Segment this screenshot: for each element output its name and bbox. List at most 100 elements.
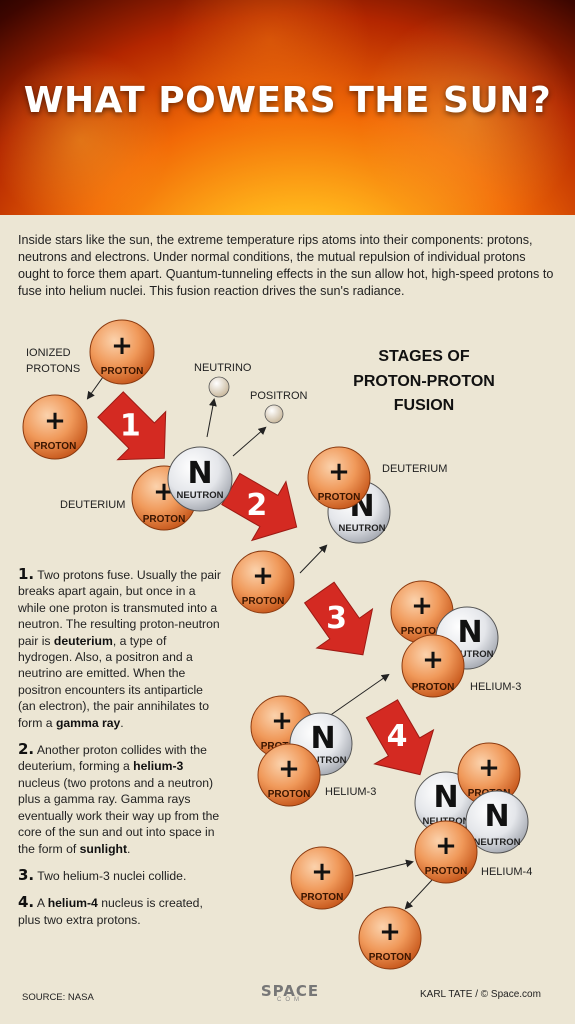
proton: + PROTON	[22, 394, 88, 460]
step-1-text: 1. Two protons fuse. Usually the pair br…	[18, 566, 223, 731]
proton-plus-sign: +	[278, 754, 300, 784]
logo-word: SPACE	[260, 982, 320, 1000]
proton-label: PROTON	[143, 514, 186, 525]
proton: + PROTON	[89, 319, 155, 385]
proton: + PROTON	[401, 634, 465, 698]
proton-label: PROTON	[425, 866, 468, 877]
neutron-label: NEUTRON	[447, 649, 494, 660]
label-ionized-protons-1: IONIZED	[26, 347, 71, 359]
proton-plus-sign: +	[252, 561, 274, 591]
label-positron: POSITRON	[250, 390, 308, 402]
neutron-label: NEUTRON	[339, 523, 386, 534]
proton-label: PROTON	[301, 892, 344, 903]
proton: + PROTON	[290, 846, 354, 910]
neutron-n-sign: N	[187, 456, 212, 491]
proton: + PROTON	[414, 820, 478, 884]
neutron: N NEUTRON	[465, 790, 529, 854]
arrow-extra-proton-2	[404, 879, 433, 910]
step-1-text-a: Two protons fuse. Usually the pair break…	[18, 568, 221, 648]
label-deuterium-left: DEUTERIUM	[60, 499, 125, 511]
proton-label: PROTON	[318, 492, 361, 503]
proton-plus-sign: +	[111, 331, 133, 361]
author-credit: KARL TATE / © Space.com	[420, 989, 541, 1000]
step-4-text-b: nucleus is created, plus two extra proto…	[18, 896, 203, 927]
step-number-1: 1	[120, 408, 141, 443]
label-ionized-protons-2: PROTONS	[26, 363, 80, 375]
label-neutrino: NEUTRINO	[194, 362, 252, 374]
step-4-number: 4.	[18, 893, 35, 912]
proton-label: PROTON	[401, 626, 444, 637]
stages-title-line3: FUSION	[394, 397, 454, 414]
step-1-term-gamma-ray: gamma ray	[55, 715, 121, 730]
proton-plus-sign: +	[271, 706, 293, 736]
sun-surface-image	[0, 0, 575, 215]
header-banner: WHAT POWERS THE SUN?	[0, 0, 575, 215]
step-2-text-b: nucleus (two protons and a neutron) plus…	[18, 775, 220, 856]
proton: + PROTON	[231, 550, 295, 614]
step-4-term-helium4: helium-4	[47, 896, 98, 911]
label-helium4: HELIUM-4	[481, 866, 532, 878]
neutron-n-sign: N	[457, 615, 482, 650]
step-2-text: 2. Another proton collides with the deut…	[18, 741, 223, 857]
arrow-positron	[232, 426, 267, 457]
proton-plus-sign: +	[478, 753, 500, 783]
proton-plus-sign: +	[435, 831, 457, 861]
proton-plus-sign: +	[379, 917, 401, 947]
arrow-extra-proton-1	[354, 859, 414, 877]
label-deuterium-right: DEUTERIUM	[382, 463, 447, 475]
intro-paragraph: Inside stars like the sun, the extreme t…	[18, 233, 554, 298]
neutron-n-sign: N	[433, 780, 458, 815]
step-1-term-deuterium: deuterium	[53, 633, 113, 648]
step-arrow-4: 4	[365, 699, 435, 776]
label-helium3-a: HELIUM-3	[470, 681, 521, 693]
step-number-2: 2	[246, 488, 267, 523]
logo-sub: COM	[277, 997, 303, 1003]
proton-label: PROTON	[101, 366, 144, 377]
proton-label: PROTON	[242, 596, 285, 607]
source-credit: SOURCE: NASA	[22, 992, 94, 1003]
step-3-text-a: Two helium-3 nuclei collide.	[34, 868, 187, 883]
label-helium3-b: HELIUM-3	[325, 786, 376, 798]
proton-plus-sign: +	[422, 645, 444, 675]
neutron-n-sign: N	[310, 721, 335, 756]
positron-particle	[264, 404, 284, 424]
arrow-proton-to-deuterium	[299, 544, 328, 574]
neutron: N NEUTRON	[167, 446, 233, 512]
neutron-n-sign: N	[484, 799, 509, 834]
neutrino-particle	[208, 376, 230, 398]
step-2-text-c: .	[127, 841, 131, 856]
space-com-logo: SPACE COM	[240, 982, 340, 1003]
neutron-label: NEUTRON	[177, 490, 224, 501]
stages-title-line1: STAGES OF	[378, 348, 469, 365]
arrow-neutrino	[206, 398, 217, 438]
step-2-text-a: Another proton collides with the deuteri…	[18, 743, 207, 774]
proton-plus-sign: +	[311, 857, 333, 887]
step-1-number: 1.	[18, 565, 35, 583]
step-arrow-2: 2	[221, 472, 298, 542]
proton-label: PROTON	[412, 682, 455, 693]
step-arrow-1: 1	[97, 391, 167, 461]
proton-label: PROTON	[34, 441, 77, 452]
neutron-label: NEUTRON	[300, 755, 347, 766]
arrow-proton-merge	[86, 376, 104, 400]
step-2-number: 2.	[18, 740, 35, 759]
proton: + PROTON	[358, 906, 422, 970]
step-4-text-a: A	[34, 896, 48, 911]
step-2-term-sunlight: sunlight	[79, 841, 128, 856]
step-4-text: 4. A helium-4 nucleus is created, plus t…	[18, 894, 223, 928]
proton-label: PROTON	[369, 952, 412, 963]
proton-label: PROTON	[268, 789, 311, 800]
steps-list: 1. Two protons fuse. Usually the pair br…	[18, 566, 223, 938]
proton: + PROTON	[257, 743, 321, 807]
proton-plus-sign: +	[44, 406, 66, 436]
proton-plus-sign: +	[328, 457, 350, 487]
stages-title: STAGES OF PROTON-PROTON FUSION	[353, 348, 495, 414]
step-number-3: 3	[326, 601, 347, 636]
proton-plus-sign: +	[411, 591, 433, 621]
step-1-text-c: .	[120, 715, 124, 730]
step-number-4: 4	[387, 719, 408, 754]
step-3-text: 3. Two helium-3 nuclei collide.	[18, 867, 223, 884]
page-title: WHAT POWERS THE SUN?	[23, 80, 552, 121]
step-1-text-b: , a type of hydrogen. Also, a positron a…	[18, 633, 210, 730]
step-arrow-3: 3	[303, 581, 374, 656]
